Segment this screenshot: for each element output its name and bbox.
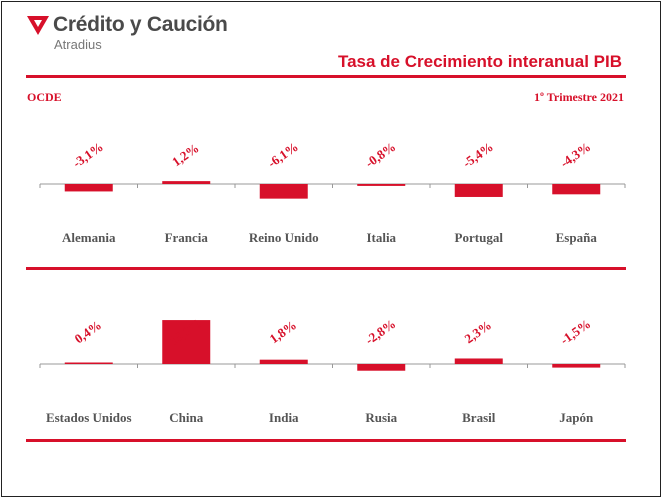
data-label: -1,5% [557,316,593,348]
category-label: India [269,410,299,425]
chart-panel-oecd: -3,1% Alemania 1,2% Francia -6,1% Reino Unido… [39,139,626,245]
header-rule [26,75,626,78]
region-label: OCDE [27,90,62,104]
category-label: Alemania [62,230,116,245]
category-label: España [556,230,598,245]
category-label: China [169,410,203,425]
category-label: Estados Unidos [46,410,132,425]
data-label: -3,1% [70,139,106,171]
category-label: Brasil [462,410,496,425]
category-label: Portugal [455,230,504,245]
bar-francia [162,181,211,184]
data-label: -6,1% [265,139,301,171]
data-label: 1,8% [267,317,300,346]
footer-rule [26,439,626,442]
brand-mark-icon [27,16,49,35]
data-label: -4,3% [557,139,593,171]
bar-reino-unido [259,184,308,199]
category-label: Japón [559,410,594,425]
bar-china [162,320,211,364]
chart-panel-others: 0,4%Estados Unidos18,3%China1,8%India-2,… [39,315,626,425]
bar-italia [357,184,406,186]
category-label: Italia [366,230,396,245]
divider-rule [26,267,626,270]
brand-name: Crédito y Caución [53,13,228,36]
data-label: -2,8% [362,316,398,348]
bar-brasil [454,358,503,364]
data-label: 0,4% [72,317,105,346]
bar-india [259,359,308,364]
category-label: Reino Unido [249,230,319,245]
data-label: -0,8% [362,139,398,171]
bar-japón [552,364,601,368]
data-label: 2,3% [462,317,495,346]
data-label: -5,4% [460,139,496,171]
chart-title: Tasa de Crecimiento interanual PIB [337,52,622,71]
bar-portugal [454,184,503,197]
brand-sub: Atradius [54,37,102,52]
category-label: Rusia [365,410,397,425]
bar-españa [552,184,601,195]
bar-alemania [64,184,113,192]
data-label: 1,2% [169,140,202,169]
bar-estados-unidos [64,362,113,364]
period-label: 1º Trimestre 2021 [534,90,624,104]
bar-rusia [357,364,406,371]
category-label: Francia [165,230,209,245]
